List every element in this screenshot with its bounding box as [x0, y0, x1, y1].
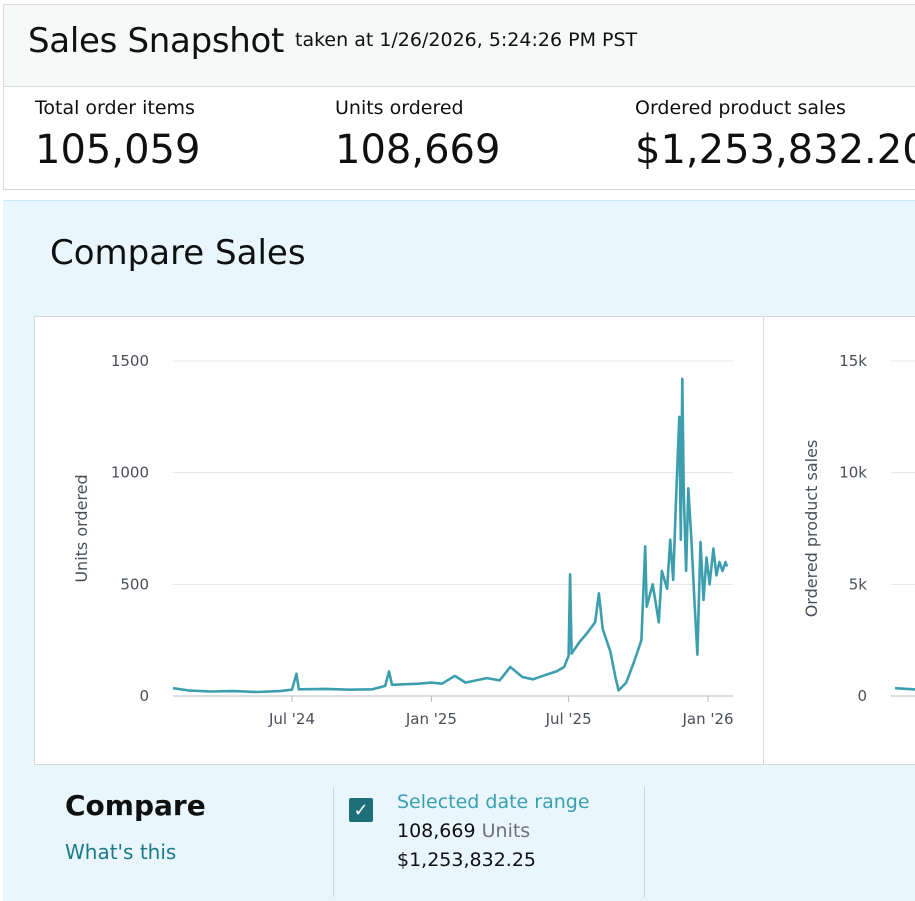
column-divider — [333, 787, 334, 897]
metric-value: 105,059 — [35, 127, 201, 173]
y-tick-label: 0 — [857, 687, 867, 705]
metric-label: Total order items — [35, 97, 195, 119]
selected-range-label: Selected date range — [397, 791, 590, 813]
metric-units-ordered: Units ordered 108,669 — [335, 97, 500, 173]
metric-label: Ordered product sales — [635, 97, 846, 119]
product-sales-line — [894, 686, 915, 691]
chart-divider — [763, 317, 764, 764]
selected-range-sales: $1,253,832.25 — [397, 849, 537, 871]
x-tick-label: Jul '25 — [545, 710, 592, 728]
compare-heading: Compare — [65, 789, 206, 822]
y-tick-label: 1000 — [111, 464, 149, 482]
snapshot-header: Sales Snapshot taken at 1/26/2026, 5:24:… — [4, 5, 915, 87]
metric-ordered-product-sales: Ordered product sales $1,253,832.20 — [635, 97, 915, 173]
metric-value: $1,253,832.20 — [635, 127, 915, 173]
y-axis-title: Units ordered — [72, 474, 91, 582]
x-tick-label: Jul '24 — [268, 710, 315, 728]
column-divider — [644, 787, 645, 897]
y-axis-title: Ordered product sales — [802, 440, 821, 618]
chart-card: 0 500 1000 1500 Jul '24 Jan '25 Jul '25 Jan '26… — [34, 316, 915, 765]
snapshot-timestamp: taken at 1/26/2026, 5:24:26 PM PST — [295, 29, 638, 51]
y-tick-label: 10k — [839, 464, 867, 482]
units-value: 108,669 — [397, 820, 476, 842]
metric-label: Units ordered — [335, 97, 464, 119]
x-tick-label: Jan '25 — [405, 710, 457, 728]
y-tick-label: 500 — [120, 575, 149, 593]
compare-sales-title: Compare Sales — [50, 233, 306, 273]
sales-charts: 0 500 1000 1500 Jul '24 Jan '25 Jul '25 Jan '26… — [72, 352, 915, 728]
whats-this-link[interactable]: What's this — [65, 840, 177, 864]
snapshot-title: Sales Snapshot — [28, 21, 285, 61]
sales-snapshot-card: Sales Snapshot taken at 1/26/2026, 5:24:… — [3, 4, 915, 190]
selected-range-units: 108,669 Units — [397, 820, 590, 842]
selected-range-checkbox[interactable]: ✓ — [349, 798, 373, 822]
metric-value: 108,669 — [335, 127, 501, 173]
selected-range-block: Selected date range 108,669 Units $1,253… — [397, 791, 590, 871]
units-word: Units — [481, 820, 531, 842]
metric-total-order-items: Total order items 105,059 — [35, 97, 200, 173]
compare-sales-panel: Compare Sales 0 500 1000 1500 Jul '24 Jan '25… — [3, 200, 915, 901]
y-tick-label: 1500 — [111, 352, 149, 370]
x-tick-label: Jan '26 — [681, 710, 733, 728]
y-tick-label: 5k — [849, 575, 868, 593]
compare-section: Compare What's this — [65, 789, 206, 864]
y-tick-label: 15k — [839, 352, 867, 370]
y-tick-label: 0 — [139, 687, 149, 705]
units-ordered-line — [172, 377, 729, 694]
